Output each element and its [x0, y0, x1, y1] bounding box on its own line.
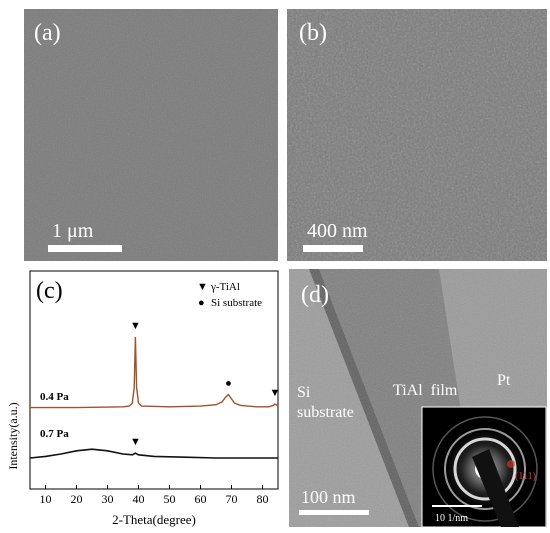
sem-image-panel-b: (b) 400 nm: [287, 9, 547, 261]
tem-image-panel-d: (d) Si substrate TiAl film Pt 100 nm 10 …: [289, 269, 547, 527]
x-ticks: 10 20 30 40 50 60 70 80: [40, 485, 269, 506]
sem-image-panel-a: (a) 1 μm: [24, 9, 278, 261]
region-label-si: Si: [297, 384, 311, 401]
legend-marker-si: ●: [198, 297, 205, 309]
plot-frame: [29, 270, 279, 490]
scale-bar-b: [303, 245, 363, 252]
sem-texture-a: [24, 9, 278, 261]
region-label-tial-film: TiAl film: [393, 382, 458, 399]
tem-texture-d: [289, 269, 547, 527]
legend: ▼ γ-TiAl ● Si substrate: [197, 281, 262, 309]
region-label-substrate: substrate: [297, 404, 354, 421]
chart-title: (c): [36, 278, 63, 304]
peak-marker: ▼: [130, 436, 141, 448]
panel-label-a: (a): [34, 20, 61, 46]
scale-bar-label-b: 400 nm: [307, 220, 368, 242]
diffraction-inset: [421, 406, 547, 527]
region-label-pt: Pt: [497, 372, 511, 389]
marker-group: ▼ ● ▼ ▼: [130, 320, 280, 448]
x-tick-label: 80: [257, 492, 269, 506]
x-tick-label: 40: [133, 492, 145, 506]
scale-bar-label-a: 1 μm: [52, 220, 94, 242]
x-tick-label: 20: [71, 492, 83, 506]
series-group: [29, 336, 279, 459]
x-tick-label: 60: [195, 492, 207, 506]
panel-label-d: (d): [301, 282, 329, 308]
series-line: [30, 336, 279, 409]
scale-bar-a: [48, 245, 122, 252]
inset-scale-bar-label: 10 1/nm: [435, 513, 469, 524]
x-axis-label: 2-Theta(degree): [112, 512, 196, 527]
x-tick-label: 50: [164, 492, 176, 506]
xrd-chart: (c) Intensity(a.u.) 2-Theta(degree) 10 20…: [6, 270, 280, 527]
legend-label-tial: γ-TiAl: [210, 281, 240, 293]
panel-label-b: (b): [299, 20, 327, 46]
legend-marker-tial: ▼: [197, 281, 208, 293]
y-axis-label: Intensity(a.u.): [6, 402, 20, 469]
peak-marker: ▼: [130, 320, 141, 332]
scale-bar-d: [299, 510, 369, 515]
sem-texture-b: [287, 9, 547, 261]
series-label-0-4pa: 0.4 Pa: [40, 391, 69, 403]
inset-ring-label: (111): [515, 471, 536, 482]
scale-bar-label-d: 100 nm: [301, 487, 356, 507]
legend-label-si: Si substrate: [211, 297, 262, 309]
peak-marker: ▼: [269, 387, 280, 399]
x-tick-label: 70: [226, 492, 238, 506]
series-label-0-7pa: 0.7 Pa: [40, 428, 69, 440]
peak-marker: ●: [225, 378, 232, 390]
x-tick-label: 10: [40, 492, 52, 506]
series-line: [29, 448, 278, 459]
x-tick-label: 30: [102, 492, 114, 506]
